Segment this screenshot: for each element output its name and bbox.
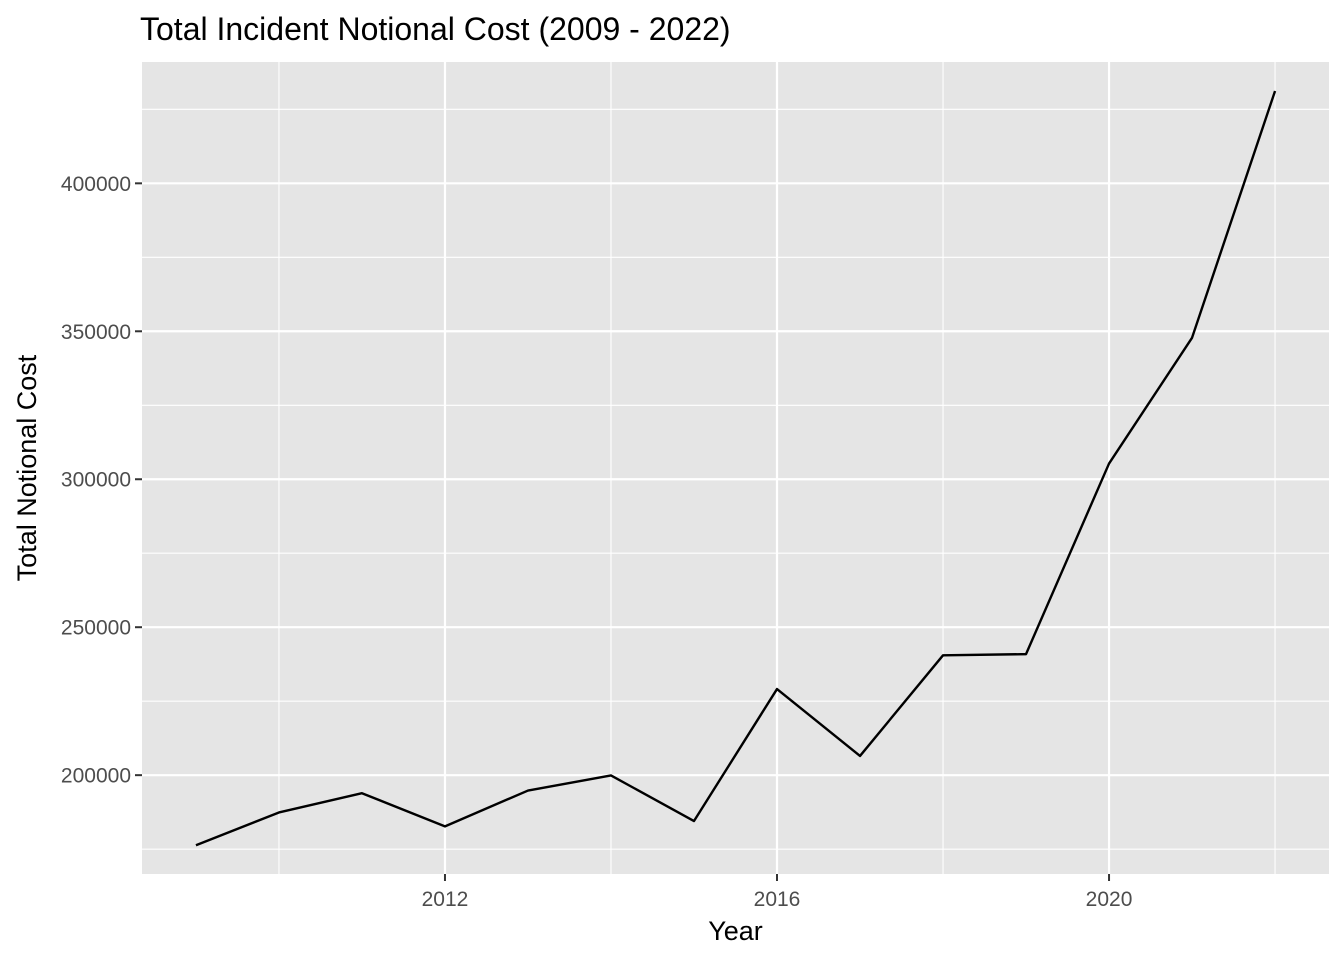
x-axis: 2012 2016 2020 [422, 874, 1133, 911]
x-tick-label: 2020 [1086, 888, 1133, 911]
y-axis: 200000 250000 300000 350000 400000 [61, 173, 142, 788]
y-tick-label: 400000 [61, 173, 131, 196]
chart-title: Total Incident Notional Cost (2009 - 202… [140, 11, 731, 47]
y-tick-label: 300000 [61, 469, 131, 492]
y-tick-label: 250000 [61, 617, 131, 640]
x-axis-title: Year [708, 916, 763, 946]
major-gridlines [142, 62, 1329, 874]
x-tick-label: 2012 [422, 888, 469, 911]
y-tick-label: 350000 [61, 321, 131, 344]
y-axis-title: Total Notional Cost [12, 354, 42, 581]
y-tick-label: 200000 [61, 765, 131, 788]
x-tick-label: 2016 [754, 888, 801, 911]
minor-gridlines [142, 62, 1329, 874]
series-layer [195, 90, 1277, 847]
series-line [195, 90, 1277, 847]
plot-panel [142, 62, 1329, 874]
